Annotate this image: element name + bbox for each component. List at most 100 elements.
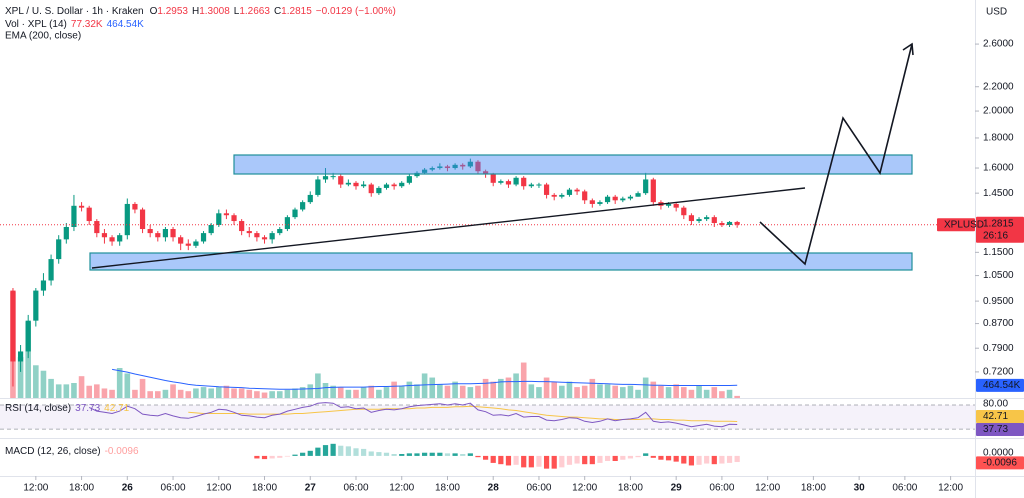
macd-bar <box>574 455 580 464</box>
ohlc-key: L <box>234 6 240 17</box>
candle-body <box>582 191 588 201</box>
y-tick-label: 1.1500 <box>983 247 1014 258</box>
candle-body <box>292 209 298 218</box>
ohlc-value: 1.2815 <box>281 6 312 17</box>
rsi-ma-label: 42.71 <box>983 411 1008 422</box>
candle-body <box>505 181 512 185</box>
macd-bar <box>292 454 298 456</box>
candle-body <box>566 189 573 195</box>
macd-bar <box>711 455 717 465</box>
ohlc-value: 1.2663 <box>239 6 270 17</box>
macd-bar <box>475 455 481 458</box>
volume-bar <box>551 381 558 398</box>
volume-value: 77.32K <box>71 19 103 30</box>
candle-body <box>482 171 489 175</box>
x-tick-label: 18:00 <box>618 483 643 494</box>
candle-body <box>513 177 519 185</box>
volume-bar <box>254 391 260 398</box>
volume-bar <box>162 389 169 398</box>
volume-bar <box>696 385 702 398</box>
candle-body <box>94 221 100 234</box>
x-tick-label: 18:00 <box>69 483 94 494</box>
projection-path <box>759 43 913 266</box>
macd-tick-label: 0.0000 <box>983 448 1014 459</box>
projection-arrowhead <box>902 42 914 56</box>
macd-label: -0.0096 <box>983 458 1017 469</box>
volume-bar <box>292 388 298 398</box>
candle-body <box>78 205 85 208</box>
candle-body <box>216 213 222 225</box>
macd-bar <box>566 455 573 465</box>
volume-bar <box>139 378 146 398</box>
candle-body <box>460 164 466 167</box>
rsi-ma-value: 42.71 <box>104 403 129 414</box>
candle-body <box>300 202 306 210</box>
volume-bar <box>116 368 123 398</box>
candle-body <box>673 203 679 208</box>
candle-body <box>490 174 496 183</box>
ohlc-key: H <box>192 6 199 17</box>
y-tick-label: 0.7200 <box>983 367 1014 378</box>
rsi-label: 37.73 <box>983 424 1008 435</box>
volume-bar <box>650 381 657 398</box>
macd-bar <box>261 455 268 460</box>
macd-bar <box>543 455 550 469</box>
currency: USD <box>986 7 1007 18</box>
y-tick-label: 1.4500 <box>983 188 1014 199</box>
macd-bar <box>422 452 428 456</box>
x-tick-label: 18:00 <box>435 483 460 494</box>
volume-bar <box>566 381 573 398</box>
x-tick-label: 30 <box>854 483 866 494</box>
ohlc-value: 1.3008 <box>199 6 230 17</box>
macd-bar <box>521 455 527 468</box>
volume-bar <box>543 377 550 398</box>
volume-bar <box>132 389 138 398</box>
volume-bar <box>559 385 565 398</box>
candle-body <box>246 231 252 234</box>
volume-bar <box>711 387 718 398</box>
candle-body <box>475 161 481 172</box>
candle-body <box>254 233 260 238</box>
volume-bar <box>101 388 108 398</box>
volume-bar <box>322 383 329 398</box>
volume-bar <box>154 391 161 398</box>
y-tick-label: 2.0000 <box>983 106 1014 117</box>
volume-bar <box>642 377 649 398</box>
volume-bar <box>40 370 47 398</box>
candle-body <box>193 241 199 246</box>
volume-bar <box>421 373 428 398</box>
macd-bar <box>696 455 702 465</box>
y-tick-label: 1.6000 <box>983 163 1014 174</box>
candle-body <box>178 237 184 244</box>
macd-bar <box>726 455 733 463</box>
x-tick-label: 27 <box>305 483 317 494</box>
volume-bar <box>193 388 199 398</box>
legend-macd: MACD (12, 26, close) -0.0096 <box>5 446 139 457</box>
macd-bar <box>361 448 367 456</box>
candle-body <box>162 229 169 238</box>
candle-body <box>223 213 230 216</box>
macd-label-box <box>976 456 1024 470</box>
candle-body <box>734 221 740 225</box>
candle-body <box>620 198 626 201</box>
rsi-label-box <box>976 422 1024 436</box>
legend-ema: EMA (200, close) <box>5 31 81 42</box>
x-tick-label: 12:00 <box>23 483 48 494</box>
ticker-label-box <box>937 218 975 232</box>
macd-bar <box>482 455 489 460</box>
volume-bar <box>414 384 420 398</box>
macd-bar <box>452 453 458 456</box>
volume-bar <box>482 378 489 398</box>
candle-body <box>40 280 47 291</box>
candle-body <box>17 351 24 362</box>
candle-body <box>399 182 405 187</box>
macd-bar <box>307 450 313 456</box>
candle-body <box>650 179 656 203</box>
volume-bar <box>604 384 611 398</box>
rsi-line <box>88 402 738 428</box>
volume-bar <box>734 395 740 398</box>
candle-body <box>322 176 329 180</box>
